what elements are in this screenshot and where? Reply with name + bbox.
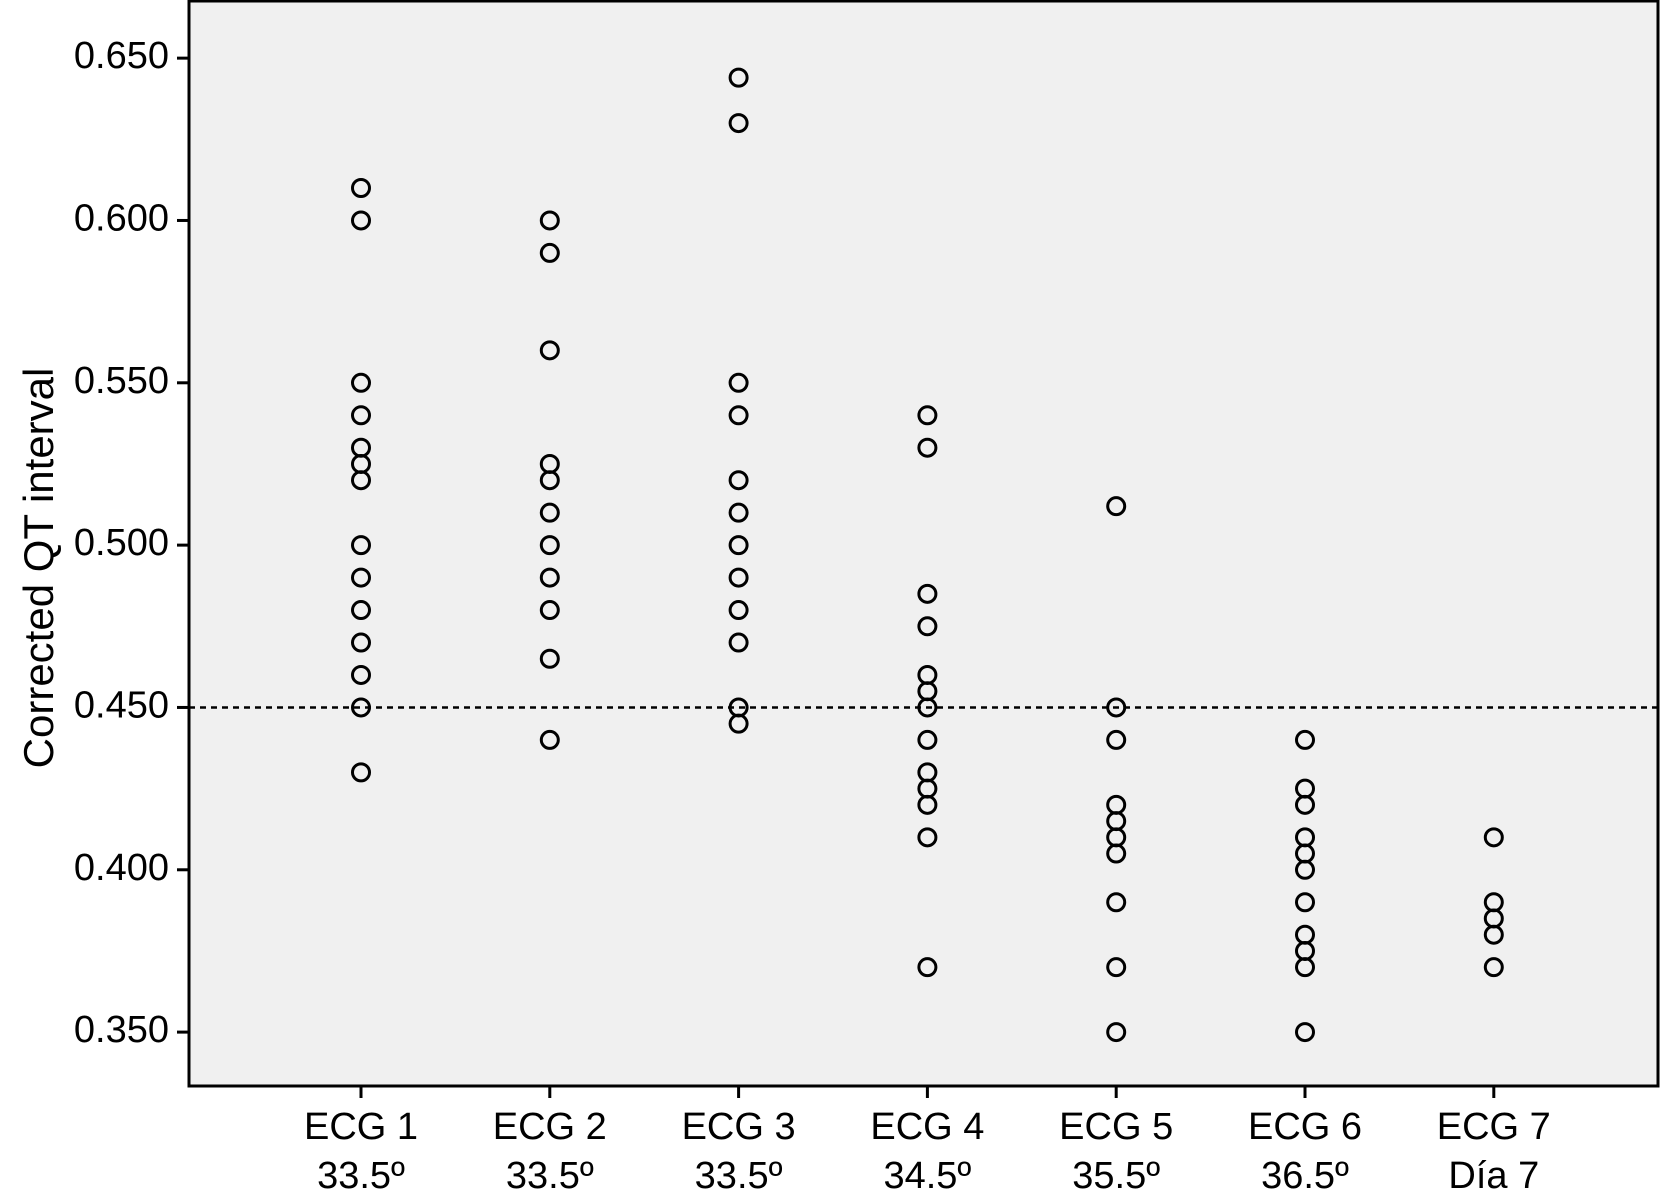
data-point — [1106, 697, 1127, 718]
data-point — [1295, 729, 1315, 750]
data-point — [1106, 1022, 1127, 1043]
y-tick-label: 0.650 — [74, 35, 169, 77]
x-tick-label: 33.5º — [317, 1155, 405, 1197]
x-tick-label: 36.5º — [1261, 1155, 1349, 1197]
y-tick-label: 0.400 — [74, 847, 169, 889]
data-point — [1106, 892, 1127, 913]
x-tick-label: 34.5º — [883, 1155, 971, 1197]
data-point — [728, 470, 749, 491]
data-point — [351, 632, 371, 653]
data-point — [1483, 827, 1504, 848]
x-tick-label: ECG 7 — [1437, 1106, 1551, 1148]
data-point — [351, 535, 371, 556]
x-tick-label: ECG 3 — [682, 1106, 796, 1148]
y-tick-label: 0.500 — [74, 522, 169, 564]
y-tick-label: 0.350 — [74, 1009, 169, 1051]
data-point — [539, 210, 560, 231]
data-point — [728, 405, 749, 426]
data-point — [728, 67, 749, 88]
y-tick-label: 0.450 — [74, 684, 169, 726]
y-tick-label: 0.550 — [74, 360, 169, 402]
data-point — [1295, 1022, 1315, 1043]
data-point — [351, 567, 371, 588]
data-point — [351, 470, 371, 491]
data-point — [1483, 924, 1504, 945]
data-point — [728, 600, 749, 621]
x-tick-label: ECG 4 — [870, 1106, 984, 1148]
data-point — [539, 729, 560, 750]
data-point — [351, 372, 371, 393]
data-point — [539, 242, 560, 263]
data-point — [728, 535, 749, 556]
data-point — [1295, 892, 1315, 913]
data-point — [539, 600, 560, 621]
data-point — [917, 616, 938, 637]
data-point — [539, 648, 560, 669]
data-point — [1106, 496, 1127, 517]
y-axis-title: Corrected QT interval — [15, 368, 62, 769]
x-tick-label: 33.5º — [695, 1155, 783, 1197]
data-point — [1295, 859, 1315, 880]
x-tick-label: ECG 1 — [304, 1106, 418, 1148]
data-point — [917, 794, 938, 815]
data-point — [351, 600, 371, 621]
data-point — [1106, 957, 1127, 978]
data-point — [728, 372, 749, 393]
data-point — [1483, 957, 1504, 978]
data-point — [539, 340, 560, 361]
data-point — [917, 583, 938, 604]
plot-area — [187, 0, 1660, 1088]
data-point — [351, 210, 371, 231]
x-tick-label: ECG 5 — [1059, 1106, 1173, 1148]
data-point — [1295, 957, 1315, 978]
data-point — [728, 567, 749, 588]
x-tick-label: Día 7 — [1448, 1155, 1539, 1197]
data-point — [917, 405, 938, 426]
data-point — [351, 697, 371, 718]
y-tick-label: 0.600 — [74, 197, 169, 239]
data-point — [917, 697, 938, 718]
data-point — [917, 827, 938, 848]
data-point — [351, 664, 371, 685]
data-point — [351, 405, 371, 426]
data-point — [351, 762, 371, 783]
x-tick-label: ECG 2 — [493, 1106, 607, 1148]
x-tick-label: 35.5º — [1072, 1155, 1160, 1197]
data-point — [539, 470, 560, 491]
data-point — [728, 502, 749, 523]
x-tick-label: 33.5º — [506, 1155, 594, 1197]
data-point — [1106, 843, 1127, 864]
data-point — [539, 535, 560, 556]
data-point — [917, 437, 938, 458]
data-point — [728, 113, 749, 134]
data-point — [1106, 729, 1127, 750]
data-point — [539, 502, 560, 523]
data-point — [728, 713, 749, 734]
data-point — [1295, 794, 1315, 815]
data-point — [539, 567, 560, 588]
data-point — [351, 178, 371, 199]
x-tick-label: ECG 6 — [1248, 1106, 1362, 1148]
data-point — [728, 632, 749, 653]
data-point — [917, 729, 938, 750]
data-point — [917, 957, 938, 978]
